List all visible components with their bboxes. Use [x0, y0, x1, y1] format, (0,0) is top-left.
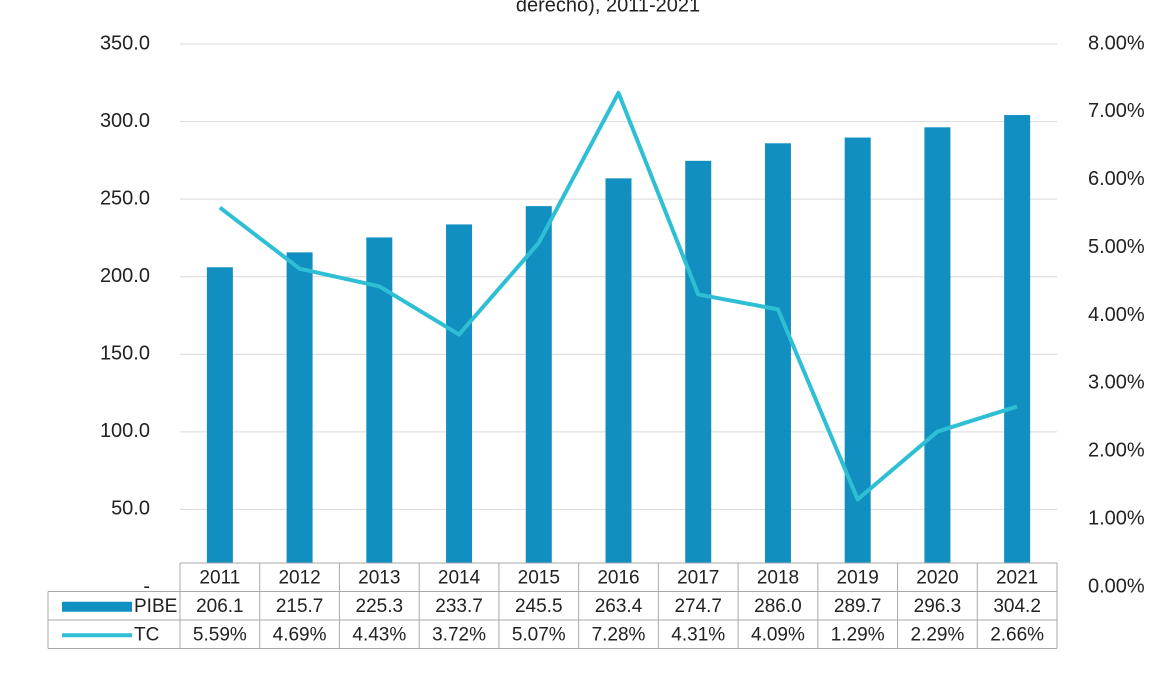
table-value: 263.4 — [595, 596, 643, 617]
table-value: 1.29% — [831, 624, 885, 645]
x-tick-label: 2014 — [438, 567, 481, 588]
table-value: 3.72% — [432, 624, 486, 645]
y2-tick-label: 8.00% — [1088, 32, 1145, 54]
bar — [286, 252, 313, 563]
legend-label: TC — [134, 624, 159, 645]
table-value: 233.7 — [435, 596, 483, 617]
bar — [206, 267, 233, 563]
x-tick-label: 2015 — [518, 567, 560, 588]
y-tick-label: 250.0 — [100, 187, 150, 209]
y2-tick-label: 2.00% — [1088, 440, 1145, 462]
y-tick-label: 50.0 — [111, 498, 150, 520]
x-tick-label: 2018 — [757, 567, 799, 588]
table-value: 4.09% — [751, 624, 805, 645]
table-value: 274.7 — [674, 596, 722, 617]
x-tick-label: 2021 — [996, 567, 1038, 588]
y2-tick-label: 0.00% — [1088, 575, 1145, 597]
table-value: 206.1 — [196, 596, 244, 617]
y-tick-label: 100.0 — [100, 420, 150, 442]
x-tick-label: 2011 — [199, 567, 240, 588]
x-tick-label: 2017 — [677, 567, 719, 588]
table-value: 215.7 — [276, 596, 324, 617]
table-value: 7.28% — [592, 624, 646, 645]
y2-tick-label: 5.00% — [1088, 236, 1145, 258]
y-tick-label: 350.0 — [100, 32, 150, 54]
table-value: 5.07% — [512, 624, 566, 645]
table-value: 4.69% — [273, 624, 327, 645]
y2-tick-label: 4.00% — [1088, 304, 1145, 326]
bar — [764, 143, 791, 563]
bar — [924, 127, 951, 563]
table-value: 2.66% — [990, 624, 1044, 645]
legend-swatch — [62, 601, 132, 612]
table-value: 5.59% — [193, 624, 247, 645]
table-value: 286.0 — [754, 596, 802, 617]
chart-title: derecho), 2011-2021 — [516, 0, 700, 16]
y-tick-label: 300.0 — [100, 110, 150, 132]
line — [218, 90, 1018, 502]
y-tick-label: - — [143, 575, 150, 597]
x-tick-label: 2020 — [916, 567, 958, 588]
y2-tick-label: 6.00% — [1088, 168, 1145, 190]
table-value: 289.7 — [834, 596, 882, 617]
table-value: 245.5 — [515, 596, 563, 617]
table-value: 225.3 — [356, 596, 404, 617]
table-value: 4.31% — [671, 624, 725, 645]
y2-tick-label: 7.00% — [1088, 100, 1145, 122]
table-value: 4.43% — [352, 624, 406, 645]
table-value: 296.3 — [914, 596, 962, 617]
bar — [525, 206, 552, 563]
bar — [605, 178, 632, 563]
x-tick-label: 2013 — [358, 567, 400, 588]
bar — [446, 224, 473, 563]
bar — [1004, 115, 1031, 563]
table-value: 304.2 — [993, 596, 1041, 617]
y2-tick-label: 3.00% — [1088, 372, 1145, 394]
legend-label: PIBE — [134, 596, 177, 617]
x-tick-label: 2019 — [837, 567, 879, 588]
table-value: 2.29% — [910, 624, 964, 645]
y2-tick-label: 1.00% — [1088, 507, 1145, 529]
x-tick-label: 2016 — [597, 567, 639, 588]
bar — [685, 160, 712, 563]
x-tick-label: 2012 — [278, 567, 320, 588]
y-tick-label: 200.0 — [100, 265, 150, 287]
bar — [844, 137, 871, 563]
y-tick-label: 150.0 — [100, 343, 150, 365]
